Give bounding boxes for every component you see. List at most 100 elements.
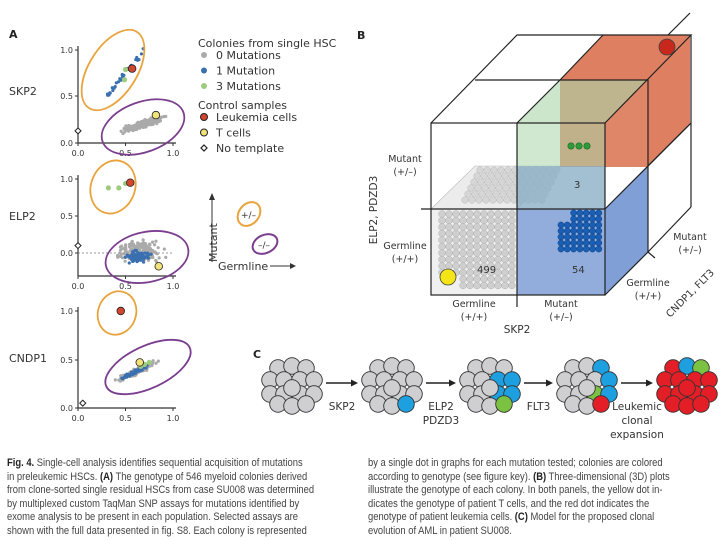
germline-colony-sphere — [482, 196, 490, 204]
colony-point — [157, 256, 161, 260]
figure-number: Fig. 4. — [7, 457, 35, 469]
colony-point — [133, 248, 137, 252]
legend: Colonies from single HSC 0 Mutations 1 Mu… — [198, 37, 337, 155]
germline-colony-sphere — [452, 210, 460, 218]
one-mutation-top-slice — [517, 166, 605, 209]
caption-text: shown with the full data presented in fi… — [7, 524, 307, 537]
skp2-mutant-colony-sphere — [595, 239, 603, 247]
count-skp2-only: 54 — [572, 265, 585, 276]
cell — [383, 379, 401, 397]
germline-colony-sphere — [487, 223, 495, 231]
colony-point — [121, 131, 125, 136]
count-germline: 499 — [477, 265, 496, 276]
germline-colony-sphere — [508, 281, 516, 290]
colony-point — [135, 245, 139, 249]
colony-point — [152, 243, 157, 247]
t-cells-dot — [439, 268, 457, 286]
y-axis-title: ELP2, PDZD3 — [368, 176, 380, 245]
legend-marker-2 — [201, 83, 207, 89]
x-tick-label: 1.0 — [167, 414, 180, 423]
germline-colony-sphere — [487, 210, 495, 218]
figure-caption-right: by a single dot in graphs for each mutat… — [368, 457, 714, 539]
colony-point — [124, 244, 128, 248]
germline-colony-sphere — [487, 281, 495, 290]
z-germline-genotype: (+/+) — [635, 291, 662, 302]
colony-point — [150, 240, 155, 244]
caption-line: Fig. 4. Single-cell analysis identifies … — [7, 457, 303, 471]
colony-point — [146, 359, 152, 366]
colony-point — [121, 77, 128, 83]
germline-colony-sphere — [501, 172, 509, 180]
colony-point — [149, 119, 153, 123]
t-cells-control-point — [151, 110, 161, 120]
cell — [297, 395, 315, 413]
one-mutation-region-side — [605, 166, 648, 295]
germline-colony-sphere — [488, 184, 496, 192]
colony-point — [119, 78, 123, 82]
germline-colony-sphere — [475, 196, 483, 204]
caption-text: Model for the proposed clonal — [527, 511, 655, 524]
germline-colony-sphere — [468, 196, 476, 204]
germline-colony-sphere — [504, 166, 512, 174]
colony-point — [136, 241, 140, 245]
step-label: expansion — [610, 429, 664, 441]
legend-controls-title: Control samples — [198, 99, 287, 112]
germline-colony-sphere — [459, 281, 467, 290]
germline-colony-sphere — [474, 184, 482, 192]
x-axis-title: SKP2 — [504, 324, 531, 336]
germline-colony-sphere — [459, 229, 467, 238]
panel-label-c: C — [253, 348, 261, 361]
y-tick-label: 1.0 — [60, 175, 73, 184]
germline-colony-sphere — [501, 216, 509, 225]
caption-text: by a single dot in graphs for each mutat… — [368, 457, 663, 469]
hom-key-ellipse — [251, 233, 279, 255]
x-germline-label: Germline — [452, 299, 495, 310]
germline-colony-sphere — [452, 262, 460, 270]
germline-colony-sphere — [508, 255, 516, 264]
germline-colony-sphere — [501, 281, 509, 290]
germline-colony-sphere — [473, 216, 481, 225]
skp2-mutant-colony-sphere — [582, 209, 590, 217]
colony-point — [114, 81, 118, 85]
germline-colony-sphere — [508, 262, 516, 270]
cell — [397, 395, 415, 413]
germline-colony-sphere — [508, 172, 516, 180]
germline-colony-sphere — [501, 262, 509, 270]
colony-point — [141, 254, 146, 259]
colony-point — [131, 259, 136, 263]
caption-text: in preleukemic HSCs. — [7, 470, 100, 483]
caption-panel-ref: (B) — [533, 470, 547, 483]
colony-point — [145, 245, 149, 249]
germline-colony-sphere — [494, 223, 502, 231]
skp2-mutant-colony-sphere — [576, 239, 584, 247]
colony-point — [145, 254, 149, 258]
colony-point — [122, 252, 126, 256]
germline-colony-sphere — [485, 190, 493, 198]
germline-colony-sphere — [459, 262, 467, 270]
germline-colony-sphere — [466, 249, 474, 257]
step-label: SKP2 — [329, 401, 356, 413]
arrow-head — [646, 379, 653, 387]
germline-colony-sphere — [473, 281, 481, 290]
leukemia-control-point — [126, 178, 135, 187]
germline-cluster-ellipse — [104, 338, 192, 396]
germline-colony-sphere — [501, 275, 509, 283]
legend-marker-1 — [201, 67, 207, 74]
germline-colony-sphere — [459, 223, 467, 231]
step-label: Leukemic — [612, 401, 662, 413]
cube-wireframe — [421, 12, 693, 307]
germline-colony-sphere — [466, 255, 474, 264]
germline-colony-sphere — [452, 249, 460, 257]
germline-colony-sphere — [445, 210, 453, 218]
heterozygous-cluster-ellipse — [80, 28, 146, 112]
germline-colony-sphere — [473, 236, 481, 244]
germline-colony-sphere — [487, 172, 495, 180]
panel-label-a: A — [9, 28, 18, 41]
germline-colony-sphere — [481, 184, 489, 192]
skp2-mutant-colony-sphere — [576, 215, 584, 223]
colony-point — [148, 243, 152, 247]
scatter-plot-cndp1: CNDP1 1.0 0.5 0.00.0 0.5 1.0 — [9, 290, 192, 423]
germline-colony-sphere — [473, 255, 481, 264]
germline-colony-sphere — [487, 216, 495, 225]
